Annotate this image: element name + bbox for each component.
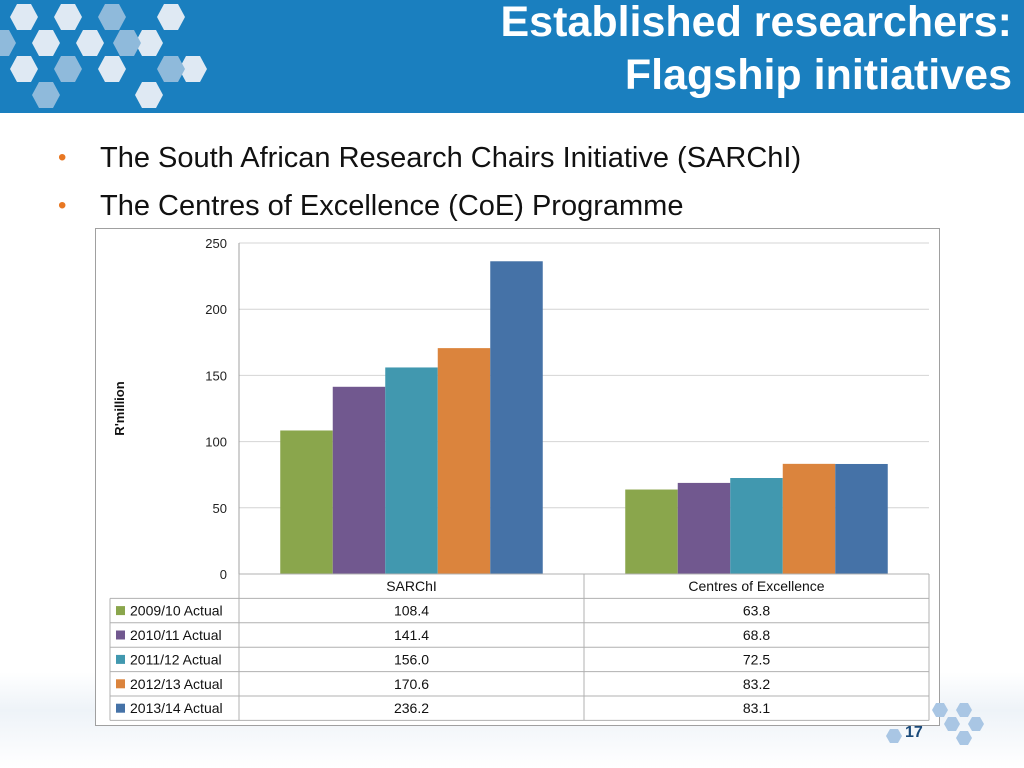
y-tick-label: 100 (205, 435, 227, 450)
legend-swatch (116, 654, 125, 664)
data-label: 236.2 (394, 700, 429, 716)
bullet-item: • The South African Research Chairs Initi… (58, 134, 801, 182)
bar (677, 482, 731, 574)
bar (782, 463, 836, 574)
title-line-1: Established researchers: (500, 0, 1013, 46)
legend-label: 2009/10 Actual (130, 603, 223, 619)
legend-label: 2010/11 Actual (130, 627, 222, 643)
bullet-dot-icon: • (58, 144, 67, 171)
bullet-list: • The South African Research Chairs Initi… (58, 134, 801, 230)
bar (437, 348, 491, 574)
bar (625, 489, 678, 574)
legend-label: 2011/12 Actual (130, 651, 222, 667)
data-label: 108.4 (394, 603, 429, 619)
bullet-text: The South African Research Chairs Initia… (100, 142, 802, 174)
slide-title: Established researchers: Flagship initia… (312, 0, 1013, 102)
hexagon-pattern-logo (0, 4, 207, 108)
legend-label: 2013/14 Actual (130, 700, 223, 716)
data-label: 72.5 (743, 651, 770, 667)
y-tick-label: 200 (205, 302, 227, 317)
bar (332, 386, 386, 574)
bullet-item: • The Centres of Excellence (CoE) Program… (58, 182, 801, 230)
page-number: 17 (905, 724, 923, 741)
data-label: 141.4 (394, 627, 429, 643)
y-tick-label: 0 (220, 567, 227, 582)
data-label: 156.0 (394, 651, 429, 667)
title-line-2: Flagship initiatives (624, 51, 1012, 99)
legend-swatch (116, 703, 125, 713)
data-label: 170.6 (394, 676, 429, 692)
hexagon-corner-decoration (886, 703, 984, 745)
bullet-dot-icon: • (58, 192, 67, 219)
bar (385, 367, 438, 574)
bar (835, 463, 888, 574)
y-tick-label: 150 (205, 368, 227, 383)
category-label: SARChI (386, 578, 437, 594)
legend-swatch (116, 630, 125, 640)
legend-swatch (116, 679, 125, 689)
bar (490, 261, 543, 574)
bar (730, 478, 783, 574)
title-bar: Established researchers: Flagship initia… (0, 0, 1024, 113)
legend-label: 2012/13 Actual (130, 676, 223, 692)
bullet-text: The Centres of Excellence (CoE) Programm… (100, 190, 684, 222)
chart-container: 0 50 100 150 200 250 R'million SARChI Centres of… (95, 228, 940, 726)
y-axis-title: R'million (112, 381, 127, 435)
legend-swatch (116, 606, 125, 616)
data-label: 63.8 (743, 603, 770, 619)
bar (280, 430, 333, 574)
bar-chart: 0 50 100 150 200 250 R'million SARChI Centres of… (109, 236, 930, 721)
data-label: 68.8 (743, 627, 770, 643)
category-label: Centres of Excellence (688, 578, 824, 594)
data-label: 83.2 (743, 676, 770, 692)
y-tick-label: 50 (213, 501, 227, 516)
y-tick-label: 250 (205, 236, 227, 251)
data-label: 83.1 (743, 700, 770, 716)
